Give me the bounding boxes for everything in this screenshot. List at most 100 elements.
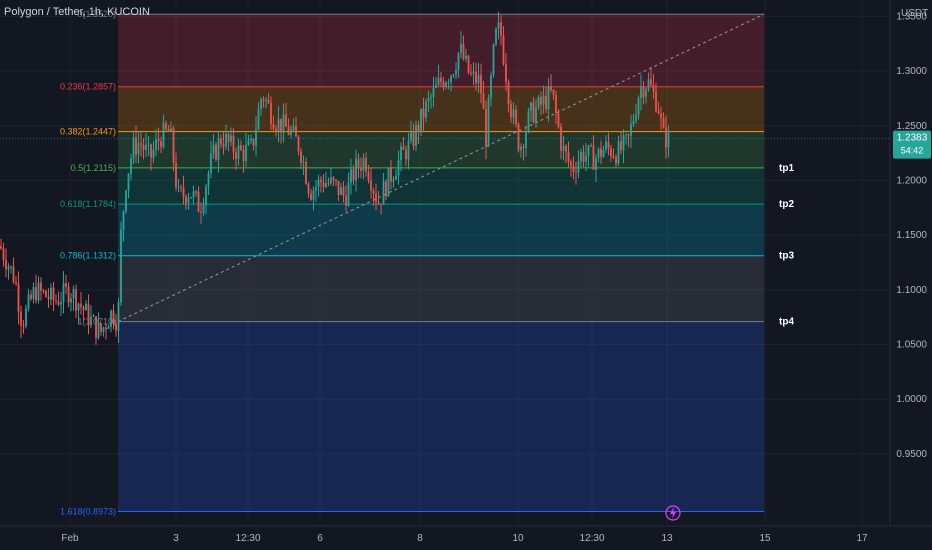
candle-body [235, 152, 237, 159]
candle-body [205, 186, 207, 205]
candle-body [10, 266, 12, 268]
candle-body [70, 298, 72, 303]
candle-body [192, 191, 195, 198]
candle-body [175, 162, 177, 187]
candle-body [12, 266, 15, 282]
candle-body [60, 301, 62, 305]
candle-body [485, 108, 487, 147]
candle-body [330, 177, 332, 184]
candle-body [430, 96, 432, 99]
candle-body [487, 97, 490, 147]
candle-body [350, 169, 352, 183]
candle-body [0, 246, 2, 249]
candle-body [655, 90, 657, 111]
candle-body [490, 75, 492, 98]
candle-body [172, 128, 175, 163]
candle-body [290, 129, 292, 135]
x-tick-label: 6 [317, 533, 323, 544]
candle-body [302, 162, 305, 164]
candle-body [162, 123, 165, 147]
candle-body [327, 183, 330, 185]
candle-body [135, 137, 137, 155]
candle-body [357, 158, 360, 168]
candle-body [440, 77, 442, 82]
candle-body [20, 311, 22, 326]
candle-body [87, 303, 90, 326]
candle-body [510, 104, 512, 118]
candle-body [320, 179, 322, 183]
candle-body [15, 281, 17, 284]
candle-body [382, 181, 385, 205]
candle-body [522, 146, 525, 149]
candle-body [90, 316, 92, 326]
candle-body [380, 203, 382, 205]
candle-body [45, 290, 47, 298]
candle-body [567, 151, 570, 162]
candle-body [592, 145, 595, 170]
candle-body [130, 158, 132, 174]
candle-body [187, 198, 190, 204]
candle-body [297, 136, 300, 152]
candle-body [220, 138, 222, 145]
candle-body [232, 135, 235, 153]
candle-body [650, 79, 652, 86]
y-tick-label: 1.0500 [896, 340, 927, 351]
candle-body [155, 139, 157, 150]
candle-body [482, 93, 485, 109]
lightning-icon[interactable] [665, 505, 681, 521]
candle-body [537, 96, 540, 108]
candle-body [150, 144, 152, 158]
candle-body [177, 186, 180, 188]
candle-body [462, 43, 465, 59]
candle-body [600, 148, 602, 158]
candle-body [385, 181, 387, 197]
x-tick-label: 10 [512, 533, 524, 544]
candle-body [477, 75, 480, 84]
candle-body [207, 173, 210, 187]
candle-body [2, 248, 5, 260]
candle-body [572, 165, 575, 173]
candle-body [460, 43, 462, 54]
candle-body [202, 204, 205, 213]
candle-body [620, 141, 622, 151]
candle-body [167, 129, 170, 132]
candle-body [117, 302, 120, 331]
candle-body [312, 190, 315, 200]
candle-body [365, 158, 367, 172]
candle-body [262, 99, 265, 101]
x-tick-label: 3 [173, 533, 179, 544]
candle-body [517, 123, 520, 151]
candle-body [577, 161, 580, 173]
x-tick-label: 13 [661, 533, 673, 544]
candle-body [342, 187, 345, 196]
fib-level-label: 0.5(1.2115) [71, 163, 116, 173]
candle-body [447, 82, 450, 84]
candle-body [420, 108, 422, 132]
candle-body [590, 145, 592, 147]
candle-body [210, 153, 212, 174]
candle-body [140, 143, 142, 145]
candle-body [562, 145, 565, 151]
candle-body [305, 162, 307, 184]
candle-body [520, 146, 522, 151]
candle-body [617, 141, 620, 164]
candle-body [295, 126, 297, 137]
candle-body [387, 167, 390, 197]
fib-zone [118, 131, 764, 168]
candle-body [50, 287, 52, 300]
candle-body [607, 141, 610, 149]
candle-body [635, 115, 637, 121]
candle-body [252, 138, 255, 146]
candle-body [540, 96, 542, 105]
candle-body [667, 130, 670, 148]
candle-body [662, 117, 665, 128]
candle-body [280, 118, 282, 133]
candle-body [610, 148, 612, 157]
candle-body [585, 155, 587, 162]
candle-body [292, 126, 295, 130]
candle-body [80, 303, 82, 307]
currency-label: USDT [901, 8, 928, 19]
y-tick-label: 0.9500 [896, 449, 927, 460]
